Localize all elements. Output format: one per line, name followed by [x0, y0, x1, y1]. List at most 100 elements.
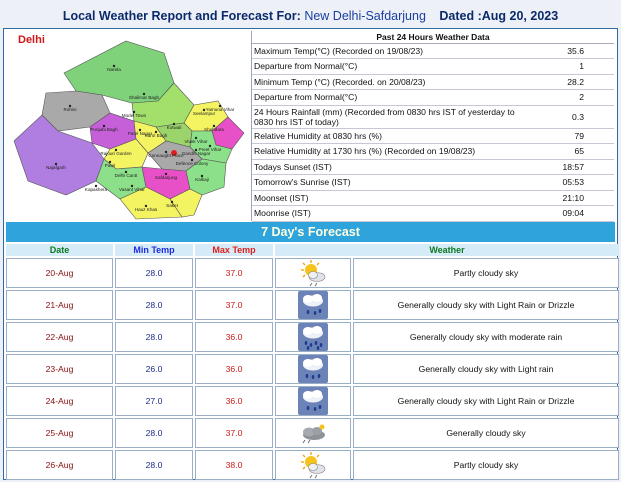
district-label: Shalimar Bagh: [129, 95, 160, 100]
past-24h-row: Departure from Normal(°C) 2: [252, 89, 614, 106]
district-label: Hauz Khas: [135, 207, 158, 212]
map-title: Delhi: [18, 34, 45, 46]
district-dot: [208, 144, 212, 148]
forecast-date: 25-Aug: [6, 418, 113, 448]
forecast-min-temp: 27.0: [115, 386, 193, 416]
past-24h-label: Departure from Normal(°C): [252, 89, 534, 106]
report-panel: Narela Rohini Shalimar Bagh Model Town Seela…: [3, 28, 620, 480]
forecast-max-temp: 37.0: [195, 258, 273, 288]
district-label: Kalkaji: [195, 177, 209, 182]
forecast-panel: 7 Day's Forecast Date Min Temp Max Temp …: [4, 222, 620, 480]
station-name: New Delhi-Safdarjung: [304, 9, 426, 23]
safdarjung-marker-icon: [171, 150, 177, 156]
forecast-date: 20-Aug: [6, 258, 113, 288]
past-24h-row: Departure from Normal(°C) 1: [252, 58, 614, 75]
district-dot: [144, 204, 148, 208]
past-24h-label: Relative Humidity at 0830 hrs (%): [252, 128, 534, 144]
forecast-row: 25-Aug 28.0 37.0 Generally cloudy sky: [6, 418, 620, 448]
district-label: Vasant Vihar: [119, 187, 145, 192]
past-24h-row: Relative Humidity at 0830 hrs (%) 79: [252, 128, 614, 144]
district-dot: [138, 128, 142, 132]
forecast-max-temp: 37.0: [195, 290, 273, 320]
drizzle-icon: [298, 291, 328, 319]
district-dot: [130, 184, 134, 188]
forecast-table: Date Min Temp Max Temp Weather 20-Aug 28.…: [4, 242, 621, 482]
district-dot: [54, 162, 58, 166]
forecast-weather-text: Generally cloudy sky with Light Rain or …: [353, 290, 620, 320]
forecast-weather-text: Generally cloudy sky with Light Rain or …: [353, 386, 620, 416]
report-header: Local Weather Report and Forecast For: N…: [0, 0, 621, 28]
forecast-row: 24-Aug 27.0 36.0 Generally cloudy sky with …: [6, 386, 620, 416]
forecast-max-temp: 38.0: [195, 450, 273, 480]
map-region-saket: [169, 188, 203, 218]
past-24h-row: 24 Hours Rainfall (mm) (Recorded from 08…: [252, 105, 614, 129]
district-dot: [154, 130, 158, 134]
district-label: Seelampur: [193, 111, 216, 116]
forecast-min-temp: 28.0: [115, 418, 193, 448]
district-dot: [124, 170, 128, 174]
district-dot: [190, 158, 194, 162]
district-label: Gandhi Nagar: [182, 151, 211, 156]
district-label: Narela: [107, 67, 121, 72]
past-24h-label: Todays Sunset (IST): [252, 159, 534, 175]
past-24h-value: 21:10: [534, 190, 614, 206]
past-24h-table: Past 24 Hours Weather Data Maximum Temp(…: [252, 31, 614, 222]
district-dot: [164, 172, 168, 176]
district-dot: [202, 108, 206, 112]
district-label: Rajouri Garden: [100, 151, 132, 156]
district-label: Rohini: [63, 107, 76, 112]
past-24h-row: Maximum Temp(°C) (Recorded on 19/08/23) 3…: [252, 43, 614, 59]
district-label: Kapashera: [85, 187, 108, 192]
district-dot: [172, 122, 176, 126]
forecast-weather-text: Generally cloudy sky with Light rain: [353, 354, 620, 384]
forecast-date: 23-Aug: [6, 354, 113, 384]
forecast-weather-text: Generally cloudy sky with moderate rain: [353, 322, 620, 352]
forecast-icon-cell: [275, 258, 351, 288]
district-dot: [170, 200, 174, 204]
forecast-min-temp: 28.0: [115, 258, 193, 288]
forecast-min-temp: 26.0: [115, 354, 193, 384]
district-label: Defence Colony: [176, 161, 209, 166]
past-24h-panel: Past 24 Hours Weather Data Maximum Temp(…: [251, 31, 614, 222]
past-24h-value: 18:57: [534, 159, 614, 175]
partly-cloudy-icon: [301, 260, 326, 287]
forecast-min-temp: 28.0: [115, 450, 193, 480]
past-24h-row: Moonset (IST) 21:10: [252, 190, 614, 206]
district-label: Patel Nagar: [128, 131, 153, 136]
forecast-date: 22-Aug: [6, 322, 113, 352]
light-rain-icon: [298, 355, 328, 383]
forecast-min-temp: 28.0: [115, 322, 193, 352]
district-dot: [212, 124, 216, 128]
forecast-weather-text: Generally cloudy sky: [353, 418, 620, 448]
past-24h-value: 05:53: [534, 174, 614, 191]
district-dot: [112, 64, 116, 68]
map-labels: Narela Rohini Shalimar Bagh Model Town Seela…: [46, 64, 235, 212]
district-dot: [132, 110, 136, 114]
past-24h-value: 28.2: [534, 74, 614, 90]
past-24h-label: Moonrise (IST): [252, 205, 534, 222]
cloudy-icon: [302, 424, 325, 444]
district-dot: [108, 160, 112, 164]
past-24h-value: 79: [534, 128, 614, 144]
past-24h-row: Minimum Temp (°C) (Recorded. on 20/08/23…: [252, 74, 614, 90]
past-24h-label: Minimum Temp (°C) (Recorded. on 20/08/23…: [252, 74, 534, 90]
past-24h-value: 09:04: [534, 205, 614, 222]
past-24h-value: 65: [534, 143, 614, 160]
map-graphic: Narela Rohini Shalimar Bagh Model Town Seela…: [13, 34, 245, 220]
district-dot: [142, 92, 146, 96]
past-24h-value: 1: [534, 58, 614, 75]
district-label: Delhi Cantt: [115, 173, 138, 178]
forecast-weather-text: Partly cloudy sky: [353, 450, 620, 480]
forecast-icon-cell: [275, 354, 351, 384]
district-label: Preet Vihar: [199, 147, 222, 152]
district-label: Karol Bagh: [145, 133, 168, 138]
forecast-row: 23-Aug 26.0 36.0 Generally cloudy sky with …: [6, 354, 620, 384]
district-label: Saket: [166, 203, 178, 208]
forecast-row: 21-Aug 28.0 37.0 Generally cloudy sky with …: [6, 290, 620, 320]
past-24h-row: Todays Sunset (IST) 18:57: [252, 159, 614, 175]
district-label: Vivek Vihar: [184, 139, 208, 144]
district-dot: [94, 184, 98, 188]
past-24h-title: Past 24 Hours Weather Data: [252, 31, 614, 44]
partly-cloudy-icon: [301, 452, 326, 479]
past-24h-value: 2: [534, 89, 614, 106]
